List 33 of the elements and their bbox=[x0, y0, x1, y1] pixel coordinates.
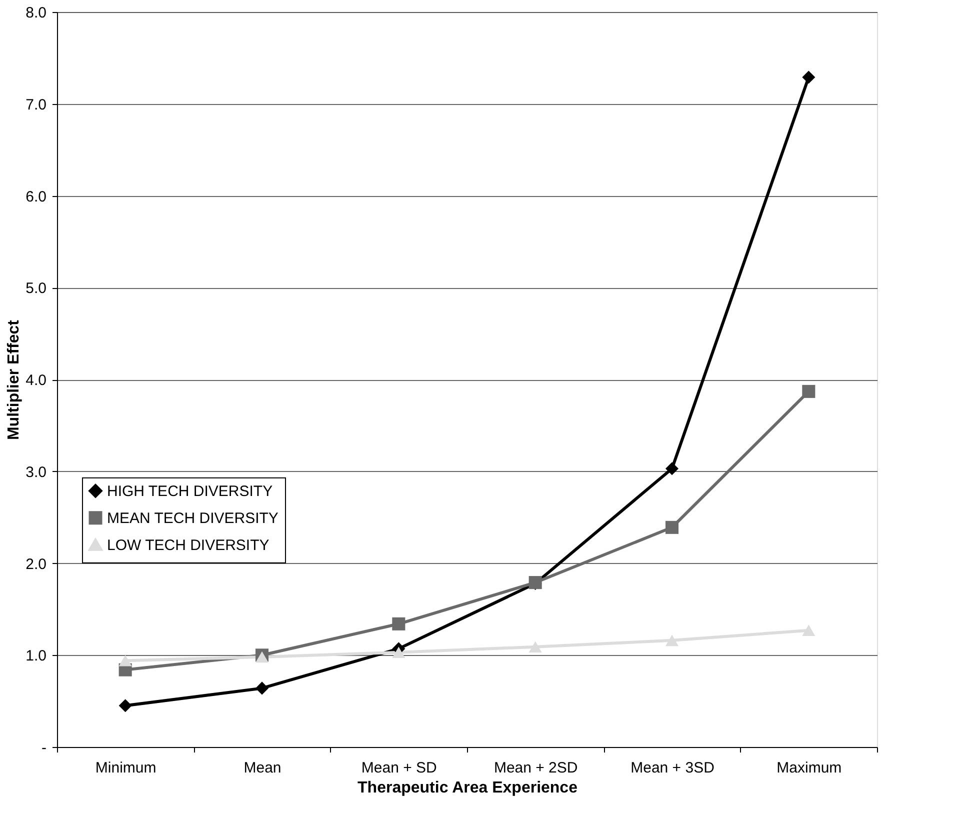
x-tick-label: Mean + SD bbox=[361, 760, 438, 776]
y-tick-label: 7.0 bbox=[26, 96, 46, 114]
point bbox=[392, 617, 406, 630]
point bbox=[802, 624, 816, 636]
x-tick-label: Maximum bbox=[776, 760, 842, 776]
legend-label: LOW TECH DIVERSITY bbox=[107, 536, 270, 554]
x-axis-title: Therapeutic Area Experience bbox=[358, 780, 578, 796]
y-tick-label: 4.0 bbox=[26, 372, 46, 389]
point bbox=[255, 651, 269, 663]
point bbox=[802, 384, 816, 398]
point bbox=[665, 462, 679, 476]
y-tick-label: 5.0 bbox=[26, 280, 46, 298]
y-tick-label: - bbox=[42, 740, 46, 756]
point bbox=[118, 699, 132, 712]
x-tick-label: Mean + 3SD bbox=[630, 760, 715, 776]
y-tick-label: 2.0 bbox=[26, 556, 46, 573]
y-tick-label: 3.0 bbox=[26, 464, 46, 481]
point bbox=[528, 641, 542, 652]
point bbox=[392, 646, 406, 658]
y-tick-label: 8.0 bbox=[26, 4, 46, 22]
point bbox=[118, 654, 132, 666]
point bbox=[255, 682, 269, 695]
point bbox=[665, 520, 679, 534]
legend-label: HIGH TECH DIVERSITY bbox=[107, 482, 273, 500]
x-tick-label: Mean bbox=[244, 760, 282, 776]
point bbox=[665, 634, 679, 646]
y-tick-label: 6.0 bbox=[26, 188, 46, 206]
y-tick-label: 1.0 bbox=[26, 648, 46, 665]
legend-label: MEAN TECH DIVERSITY bbox=[107, 510, 278, 527]
y-axis-title: Multiplier Effect bbox=[6, 319, 23, 440]
x-tick-label: Minimum bbox=[95, 760, 156, 776]
x-tick-label: Mean + 2SD bbox=[494, 760, 578, 776]
point bbox=[802, 70, 816, 84]
